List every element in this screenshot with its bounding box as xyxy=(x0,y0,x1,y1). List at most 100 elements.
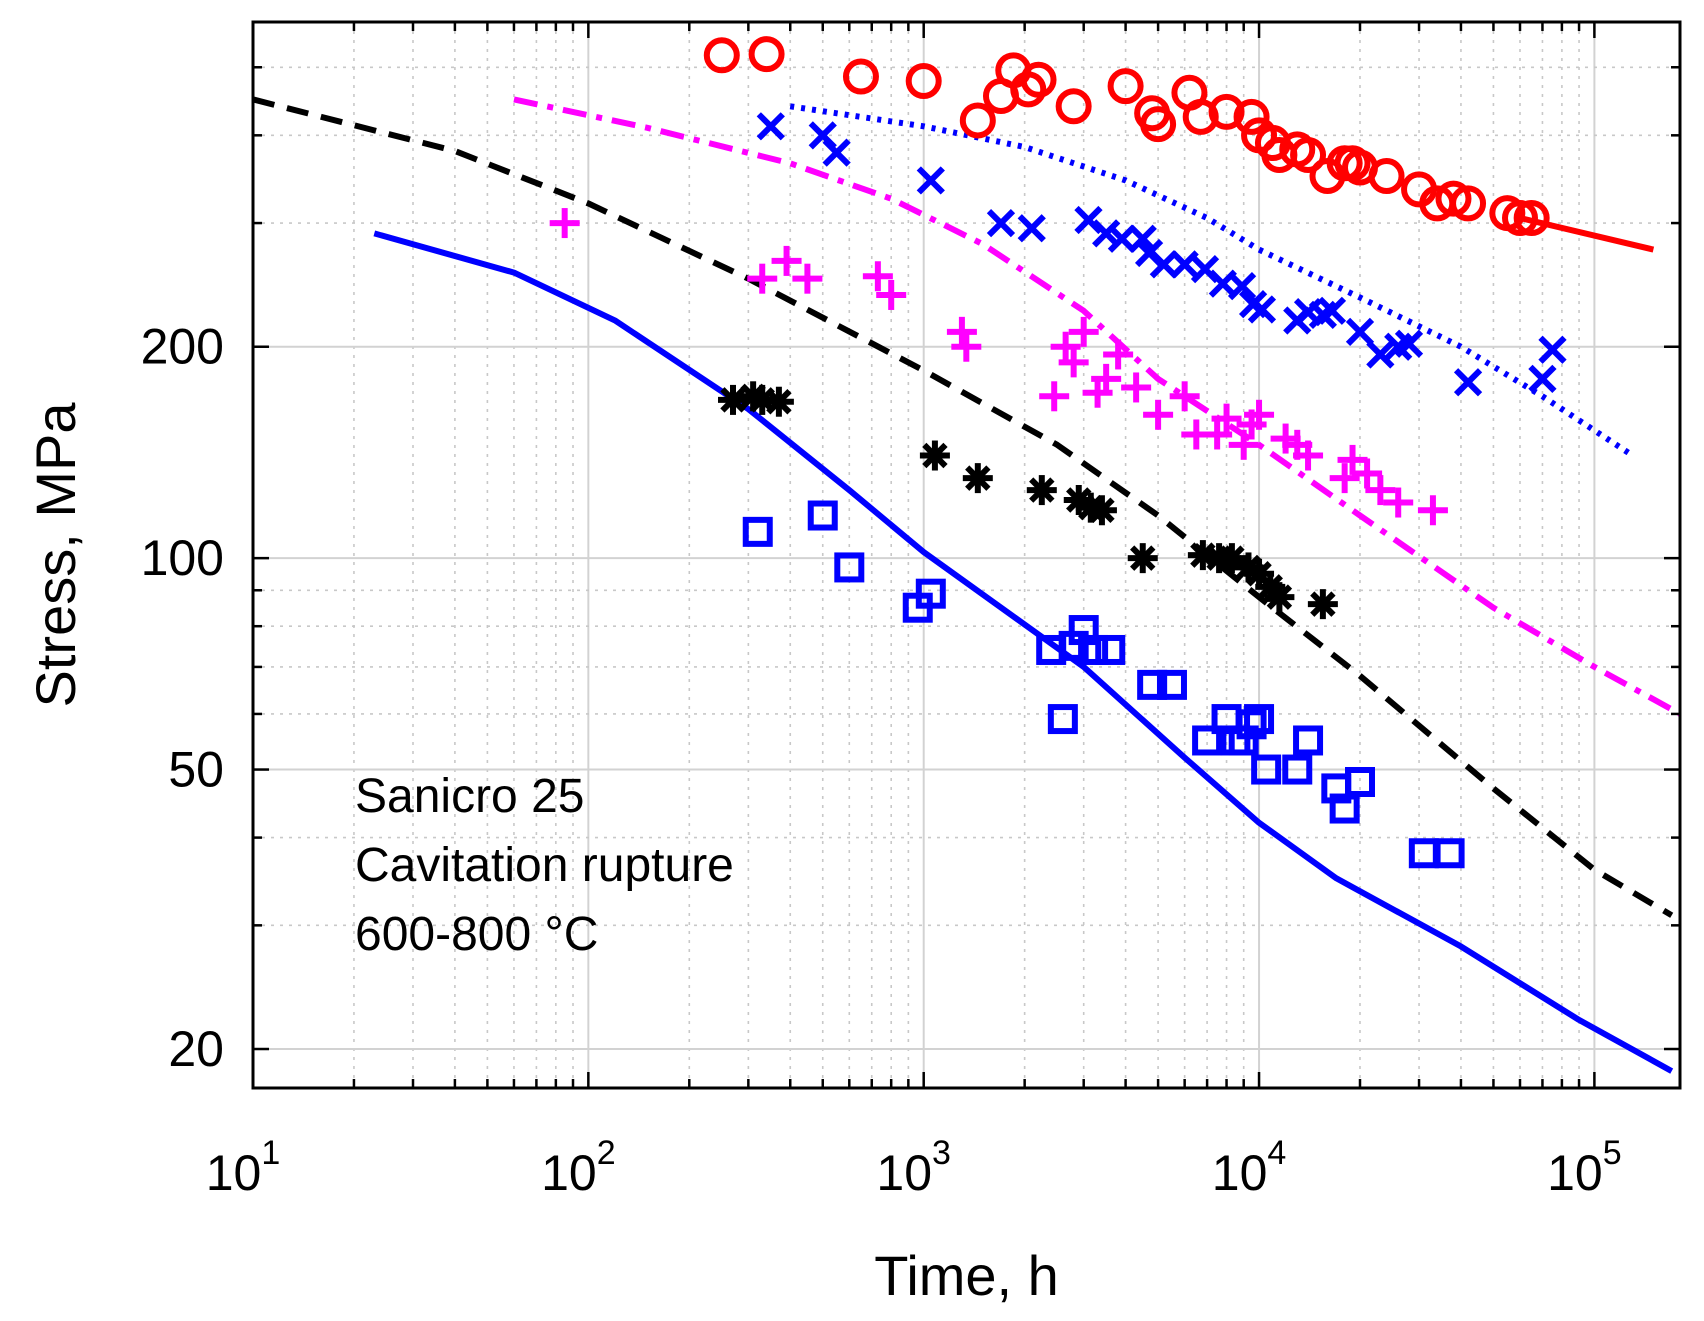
model-curve-solid xyxy=(1519,215,1655,253)
y-tick-label: 100 xyxy=(141,530,224,586)
data-point-plus xyxy=(771,245,802,276)
x-tick-label: 105 xyxy=(1547,1134,1622,1201)
data-point-square xyxy=(1228,725,1259,756)
data-point-plus xyxy=(1211,403,1242,434)
data-point-square xyxy=(915,578,946,609)
data-point-circle xyxy=(1140,106,1177,143)
data-point-circle xyxy=(1233,98,1270,135)
data-point-circle xyxy=(1020,61,1057,98)
data-point-plus xyxy=(946,316,977,347)
data-point-circle xyxy=(1055,88,1092,125)
x-tick-labels: 101 102 103 104 105 xyxy=(206,1134,1622,1201)
y-tick-label: 200 xyxy=(141,319,224,375)
data-point-plus xyxy=(1091,363,1122,394)
data-point-square xyxy=(742,516,773,547)
data-point-circle xyxy=(1501,200,1538,237)
data-point-plus xyxy=(1417,495,1448,526)
data-point-square xyxy=(834,552,865,583)
data-point-circle xyxy=(959,102,996,139)
annotation: Sanicro 25 Cavitation rupture 600-800 °C xyxy=(355,770,734,961)
data-point-square xyxy=(1156,669,1187,700)
data-point-circle xyxy=(905,62,942,99)
data-point-x xyxy=(1017,214,1046,243)
x-tick-label: 103 xyxy=(876,1134,951,1201)
data-point-square xyxy=(1329,793,1360,824)
data-point-plus xyxy=(951,331,982,362)
data-point-plus xyxy=(747,263,778,294)
data-point-circle xyxy=(1513,200,1550,237)
data-point-square xyxy=(1236,709,1267,740)
data-point-plus xyxy=(1050,331,1081,362)
data-point-x xyxy=(986,208,1016,238)
y-tick-labels: 20 50 100 200 xyxy=(141,319,224,1077)
annotation-line-3: 600-800 °C xyxy=(355,908,598,961)
data-point-x xyxy=(1128,224,1157,253)
data-point-x xyxy=(822,138,851,167)
data-point-plus xyxy=(1103,339,1134,370)
data-point-circle xyxy=(1450,185,1487,222)
data-point-asterisk xyxy=(1026,475,1057,506)
data-point-square xyxy=(807,500,838,531)
data-point-asterisk xyxy=(1086,495,1117,526)
model-curve-dashed xyxy=(252,96,1674,918)
data-point-plus xyxy=(1143,399,1174,430)
data-point-plus xyxy=(862,261,893,292)
data-point-plus xyxy=(792,263,823,294)
data-point-square xyxy=(1293,725,1324,756)
data-markers xyxy=(549,36,1567,869)
data-point-asterisk xyxy=(1307,589,1338,620)
data-point-circle xyxy=(1107,68,1144,105)
data-point-plus xyxy=(1058,347,1089,378)
data-point-x xyxy=(1227,271,1257,301)
x-tick-label: 104 xyxy=(1212,1134,1287,1201)
data-point-square xyxy=(1282,754,1313,785)
data-point-plus xyxy=(876,279,907,310)
data-point-square xyxy=(1137,669,1168,700)
model-curve-solid xyxy=(373,230,1674,1074)
data-point-circle xyxy=(1290,137,1327,174)
data-point-square xyxy=(1095,634,1126,665)
data-point-x xyxy=(1107,224,1137,253)
y-tick-label: 20 xyxy=(168,1021,224,1077)
plot-frame xyxy=(251,20,1682,1090)
data-point-circle xyxy=(703,37,740,74)
model-curve-dotted xyxy=(789,103,1635,459)
data-point-plus xyxy=(1352,458,1383,489)
data-point-plus xyxy=(1228,429,1259,460)
data-point-x xyxy=(1453,368,1483,397)
data-point-x xyxy=(1538,335,1567,364)
data-point-plus xyxy=(1337,444,1368,475)
data-point-plus xyxy=(1293,440,1324,471)
data-point-asterisk xyxy=(962,463,993,494)
data-point-square xyxy=(1344,766,1375,797)
data-point-plus xyxy=(1365,475,1396,506)
x-axis-title: Time, h xyxy=(874,1244,1059,1307)
data-point-x xyxy=(1345,317,1375,346)
axis-ticks xyxy=(251,22,1680,1088)
data-point-x xyxy=(916,166,945,195)
y-axis-title: Stress, MPa xyxy=(24,402,87,708)
data-point-x xyxy=(1149,250,1178,279)
data-point-x xyxy=(1092,219,1121,248)
data-point-x xyxy=(1247,295,1277,324)
data-point-x xyxy=(1366,340,1395,369)
annotation-line-2: Cavitation rupture xyxy=(355,839,734,892)
data-point-x xyxy=(1394,329,1424,358)
data-point-circle xyxy=(842,58,879,95)
data-point-circle xyxy=(748,36,785,73)
annotation-line-1: Sanicro 25 xyxy=(355,770,584,823)
data-point-asterisk xyxy=(1264,582,1295,613)
data-point-x xyxy=(756,112,785,141)
y-tick-label: 50 xyxy=(168,742,224,798)
data-point-x xyxy=(1317,296,1347,325)
data-point-square xyxy=(1244,704,1275,735)
data-point-asterisk xyxy=(1127,543,1158,574)
data-point-asterisk xyxy=(919,440,950,471)
data-point-asterisk xyxy=(718,384,749,415)
data-point-plus xyxy=(1383,487,1414,518)
data-point-plus xyxy=(1039,381,1070,412)
data-point-x xyxy=(1074,205,1103,235)
data-point-plus xyxy=(1068,316,1099,347)
data-point-plus xyxy=(549,208,580,239)
